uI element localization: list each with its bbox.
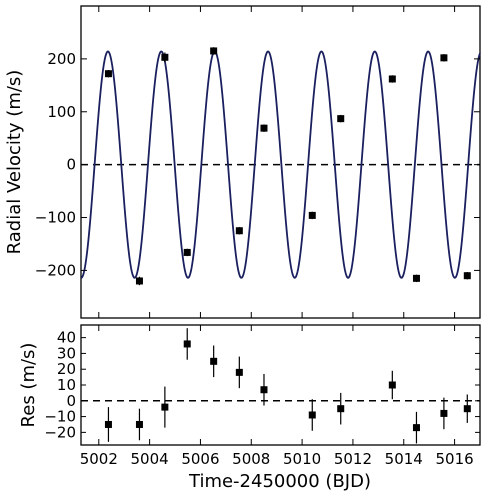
rv-data-point <box>388 75 396 83</box>
residual-data-point <box>440 397 448 430</box>
rv-y-tick-label: 0 <box>66 156 76 174</box>
rv-model-curve <box>80 50 481 279</box>
residuals-y-tick-label: 0 <box>66 392 76 410</box>
residual-data-point <box>412 411 420 444</box>
residual-point-marker <box>412 424 420 432</box>
x-tick-label: 5014 <box>385 450 423 468</box>
residual-point-marker <box>440 409 448 417</box>
residual-data-point <box>260 373 268 406</box>
residual-point-marker <box>135 420 143 428</box>
x-tick-label: 5008 <box>232 450 270 468</box>
rv-data-point <box>308 211 316 220</box>
rv-data-point <box>337 114 345 123</box>
residual-point-marker <box>210 357 218 365</box>
residuals-data-points <box>104 328 471 444</box>
residual-data-point <box>161 386 169 428</box>
rv-data-point <box>235 227 243 235</box>
rv-data-point <box>440 54 448 62</box>
rv-point-marker <box>235 227 243 235</box>
residual-point-marker <box>161 403 169 411</box>
rv-sine-model-line <box>80 50 481 279</box>
rv-data-point <box>183 248 191 257</box>
rv-point-marker <box>440 54 448 62</box>
rv-data-point <box>161 52 169 63</box>
residual-point-marker <box>235 368 243 376</box>
residual-data-point <box>235 356 243 389</box>
residual-point-marker <box>337 405 345 413</box>
x-tick-label: 5016 <box>435 450 473 468</box>
rv-point-marker <box>210 47 218 55</box>
rv-data-points <box>104 47 471 286</box>
rv-y-tick-label: 100 <box>47 103 76 121</box>
residual-data-point <box>104 407 112 442</box>
residual-point-marker <box>104 420 112 428</box>
rv-data-point <box>104 69 112 78</box>
x-tick-label: 5012 <box>334 450 372 468</box>
x-axis-label: Time-2450000 (BJD) <box>188 471 371 492</box>
residual-data-point <box>210 345 218 378</box>
rv-point-marker <box>388 75 396 83</box>
rv-point-marker <box>463 272 471 280</box>
radial-velocity-plot-frame <box>80 5 481 319</box>
residuals-y-tick-label: −10 <box>44 408 76 426</box>
rv-point-marker <box>412 274 420 282</box>
rv-y-tick-label: −100 <box>35 209 76 227</box>
rv-y-tick-label: −200 <box>35 261 76 279</box>
rv-data-point <box>260 124 268 132</box>
residual-data-point <box>308 399 316 431</box>
residuals-y-tick-label: −20 <box>44 423 76 441</box>
residuals-y-tick-label: 30 <box>57 344 76 362</box>
residuals-y-axis-label: Res (m/s) <box>18 343 39 428</box>
residuals-y-tick-label: 10 <box>57 376 76 394</box>
residual-data-point <box>337 392 345 425</box>
rv-point-marker <box>308 211 316 219</box>
residual-point-marker <box>308 411 316 419</box>
rv-y-axis-label: Radial Velocity (m/s) <box>4 70 25 255</box>
residual-point-marker <box>260 386 268 394</box>
rv-data-point <box>463 271 471 280</box>
rv-point-marker <box>337 115 345 123</box>
rv-y-tick-label: 200 <box>47 50 76 68</box>
residual-point-marker <box>183 340 191 348</box>
x-tick-label: 5002 <box>80 450 118 468</box>
rv-y-axis-ticks: −200 −100 0 100 200 <box>35 50 480 279</box>
rv-x-axis-ticks <box>98 6 456 318</box>
residuals-y-tick-label: 40 <box>57 329 76 347</box>
residual-data-point <box>183 328 191 360</box>
residuals-y-tick-label: 20 <box>57 360 76 378</box>
residual-data-point <box>388 370 396 400</box>
residual-point-marker <box>463 405 471 413</box>
x-tick-label: 5010 <box>283 450 321 468</box>
radial-velocity-panel: −200 −100 0 100 200 Radial Velocity (m/s) <box>4 5 481 319</box>
x-tick-label: 5004 <box>131 450 169 468</box>
rv-data-point <box>210 47 218 55</box>
residual-data-point <box>135 408 143 441</box>
rv-point-marker <box>104 70 112 78</box>
rv-point-marker <box>183 248 191 256</box>
rv-data-point <box>412 274 420 283</box>
residual-point-marker <box>388 381 396 389</box>
rv-point-marker <box>161 53 169 61</box>
residual-data-point <box>463 394 471 423</box>
residuals-x-axis-ticks: 5002 5004 5006 5008 5010 5012 5014 5016 <box>80 325 474 468</box>
x-tick-label: 5006 <box>181 450 219 468</box>
rv-data-point <box>135 276 143 286</box>
rv-point-marker <box>135 277 143 285</box>
rv-point-marker <box>260 124 268 132</box>
